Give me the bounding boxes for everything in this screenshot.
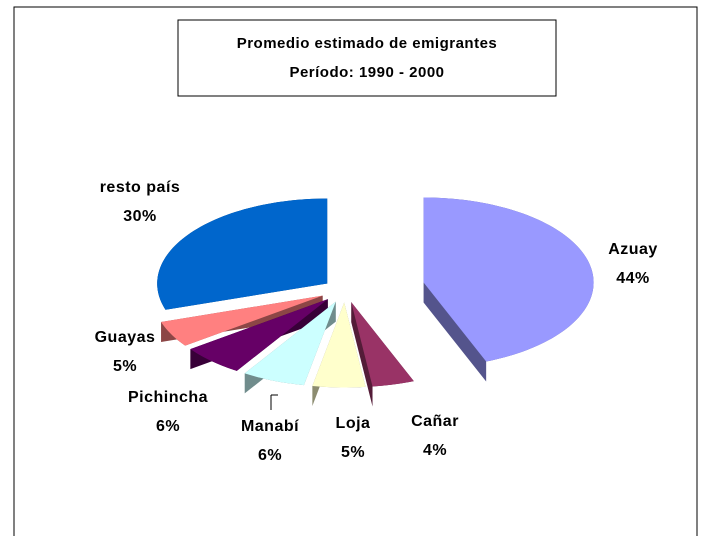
value-label: 30% bbox=[123, 208, 157, 225]
slice-label: Pichincha bbox=[128, 389, 208, 406]
slice-group bbox=[157, 198, 328, 330]
slice-group bbox=[423, 197, 594, 382]
slice-label: Azuay bbox=[608, 241, 658, 258]
slice-label: Guayas bbox=[95, 329, 156, 346]
value-label: 5% bbox=[113, 358, 137, 375]
slice-side bbox=[161, 295, 323, 366]
slice bbox=[190, 299, 328, 371]
slice-label: resto país bbox=[100, 179, 181, 196]
title-box bbox=[177, 19, 557, 97]
slice-group bbox=[190, 299, 328, 391]
slice bbox=[312, 302, 366, 388]
slice-group bbox=[312, 302, 366, 408]
chart-title: Promedio estimado de emigrantes bbox=[237, 35, 498, 52]
chart-subtitle: Período: 1990 - 2000 bbox=[289, 64, 444, 81]
slice bbox=[423, 197, 594, 362]
slice bbox=[351, 302, 414, 387]
slice bbox=[161, 295, 323, 346]
slice-group bbox=[351, 302, 414, 407]
value-label: 6% bbox=[258, 447, 282, 464]
value-label: 6% bbox=[156, 418, 180, 435]
slice bbox=[244, 301, 336, 386]
slice-label: Cañar bbox=[411, 413, 459, 430]
value-label: 5% bbox=[341, 444, 365, 461]
slice-label: Loja bbox=[336, 415, 371, 432]
slice-group bbox=[161, 295, 323, 366]
slice bbox=[157, 198, 328, 310]
slice-label: Manabí bbox=[241, 418, 299, 435]
value-label: 44% bbox=[616, 270, 650, 287]
value-label: 4% bbox=[423, 442, 447, 459]
slice-group bbox=[244, 301, 336, 406]
